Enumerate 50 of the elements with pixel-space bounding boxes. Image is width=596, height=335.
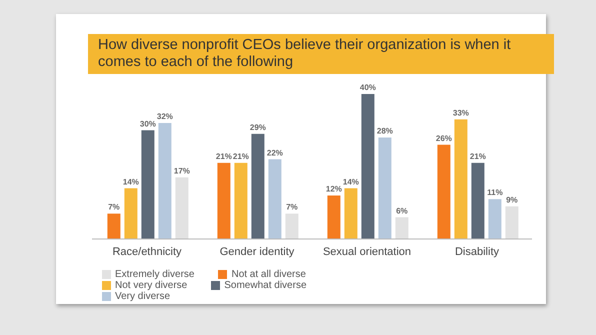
data-label: 21% bbox=[216, 152, 232, 161]
bar bbox=[141, 130, 154, 239]
data-label: 40% bbox=[360, 83, 376, 92]
bar bbox=[268, 159, 282, 239]
legend-label: Somewhat diverse bbox=[224, 280, 307, 291]
data-label: 22% bbox=[266, 148, 283, 158]
bar bbox=[454, 119, 468, 239]
data-label: 7% bbox=[286, 202, 298, 212]
data-label: 21% bbox=[232, 152, 249, 161]
x-tick-label: Race/ethnicity bbox=[112, 246, 182, 258]
x-tick-label: Disability bbox=[454, 246, 500, 258]
data-label: 28% bbox=[376, 126, 393, 136]
bar bbox=[327, 196, 340, 239]
data-label: 14% bbox=[342, 177, 359, 186]
bar bbox=[488, 199, 502, 239]
data-label: 7% bbox=[108, 202, 120, 212]
bar bbox=[378, 138, 392, 239]
legend-label: Very diverse bbox=[115, 291, 170, 302]
bar bbox=[437, 144, 450, 239]
data-label: 32% bbox=[156, 112, 173, 121]
data-label: 17% bbox=[174, 166, 190, 176]
legend-label: Extremely diverse bbox=[115, 269, 194, 280]
data-label: 6% bbox=[396, 206, 408, 216]
bar bbox=[158, 123, 172, 239]
bar bbox=[471, 162, 484, 239]
bar bbox=[344, 188, 358, 239]
bar bbox=[175, 177, 188, 239]
x-tick-label: Gender identity bbox=[220, 246, 295, 258]
data-label: 26% bbox=[436, 134, 452, 143]
bar bbox=[234, 162, 248, 239]
data-label: 9% bbox=[506, 195, 518, 204]
data-label: 30% bbox=[140, 119, 156, 128]
bar bbox=[107, 214, 120, 239]
data-label: 14% bbox=[122, 177, 139, 186]
chart-title: How diverse nonprofit CEOs believe their organization is when it comes to each of the following bbox=[88, 34, 554, 74]
bar bbox=[361, 94, 374, 239]
bar bbox=[285, 214, 298, 239]
bar bbox=[124, 188, 138, 239]
legend-label: Not very diverse bbox=[115, 280, 188, 291]
data-label: 21% bbox=[470, 152, 486, 161]
bar bbox=[217, 162, 230, 239]
data-label: 29% bbox=[250, 122, 266, 132]
bar bbox=[505, 206, 518, 239]
bar bbox=[251, 134, 264, 239]
legend-label: Not at all diverse bbox=[231, 269, 306, 280]
data-label: 33% bbox=[452, 108, 469, 118]
x-tick-label: Sexual orientation bbox=[322, 246, 412, 258]
bar bbox=[395, 217, 408, 239]
data-label: 12% bbox=[326, 184, 342, 194]
data-label: 11% bbox=[487, 188, 503, 198]
